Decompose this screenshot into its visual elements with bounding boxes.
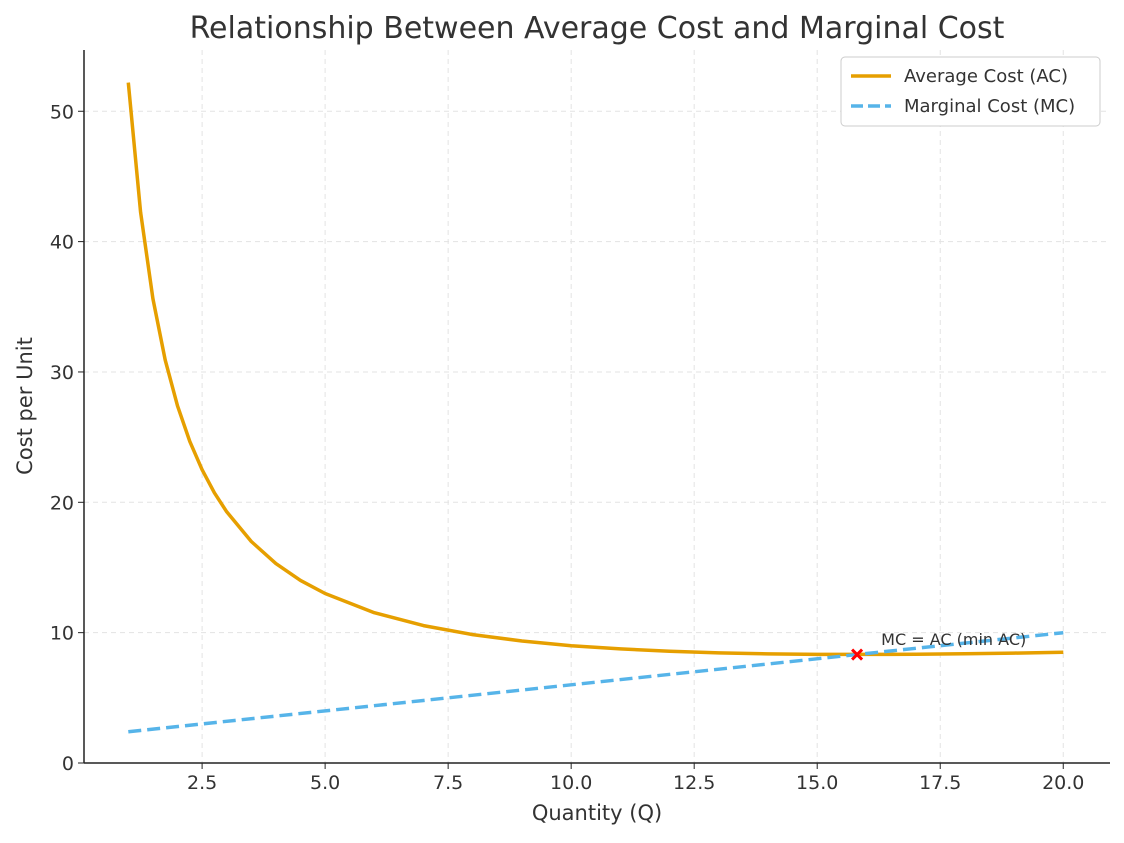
x-tick-label: 12.5 bbox=[673, 772, 715, 794]
x-axis-label: Quantity (Q) bbox=[532, 801, 662, 825]
ticks: 2.5 5.0 7.5 10.0 12.5 15.0 17.5 20.0 0 10 20 30 40 50 bbox=[50, 101, 1085, 794]
marginal-cost-line bbox=[128, 630, 1064, 734]
series-layer bbox=[126, 82, 1064, 734]
legend-box bbox=[840, 56, 1101, 127]
legend-label-ac: Average Cost (AC) bbox=[904, 66, 1068, 87]
legend: Average Cost (AC) Marginal Cost (MC) bbox=[840, 56, 1101, 127]
x-tick-label: 20.0 bbox=[1042, 772, 1084, 794]
annotation-layer: MC = AC (min AC) bbox=[851, 630, 1026, 661]
x-tick-label: 15.0 bbox=[796, 772, 838, 794]
y-tick-label: 30 bbox=[50, 362, 74, 384]
chart-title: Relationship Between Average Cost and Ma… bbox=[190, 11, 1005, 46]
y-tick-label: 50 bbox=[50, 101, 74, 123]
legend-label-mc: Marginal Cost (MC) bbox=[904, 96, 1075, 117]
x-tick-label: 5.0 bbox=[310, 772, 340, 794]
x-tick-label: 7.5 bbox=[433, 772, 463, 794]
x-tick-label: 10.0 bbox=[550, 772, 592, 794]
y-tick-label: 0 bbox=[62, 753, 74, 775]
y-tick-label: 40 bbox=[50, 232, 74, 254]
grid bbox=[84, 50, 1110, 764]
x-tick-label: 2.5 bbox=[187, 772, 217, 794]
annotation-label: MC = AC (min AC) bbox=[881, 630, 1026, 649]
y-tick-label: 20 bbox=[50, 492, 74, 514]
average-cost-line bbox=[126, 82, 1064, 657]
y-tick-label: 10 bbox=[50, 623, 74, 645]
y-axis-label: Cost per Unit bbox=[13, 337, 37, 475]
x-tick-label: 17.5 bbox=[919, 772, 961, 794]
min-ac-marker-icon bbox=[851, 648, 864, 661]
